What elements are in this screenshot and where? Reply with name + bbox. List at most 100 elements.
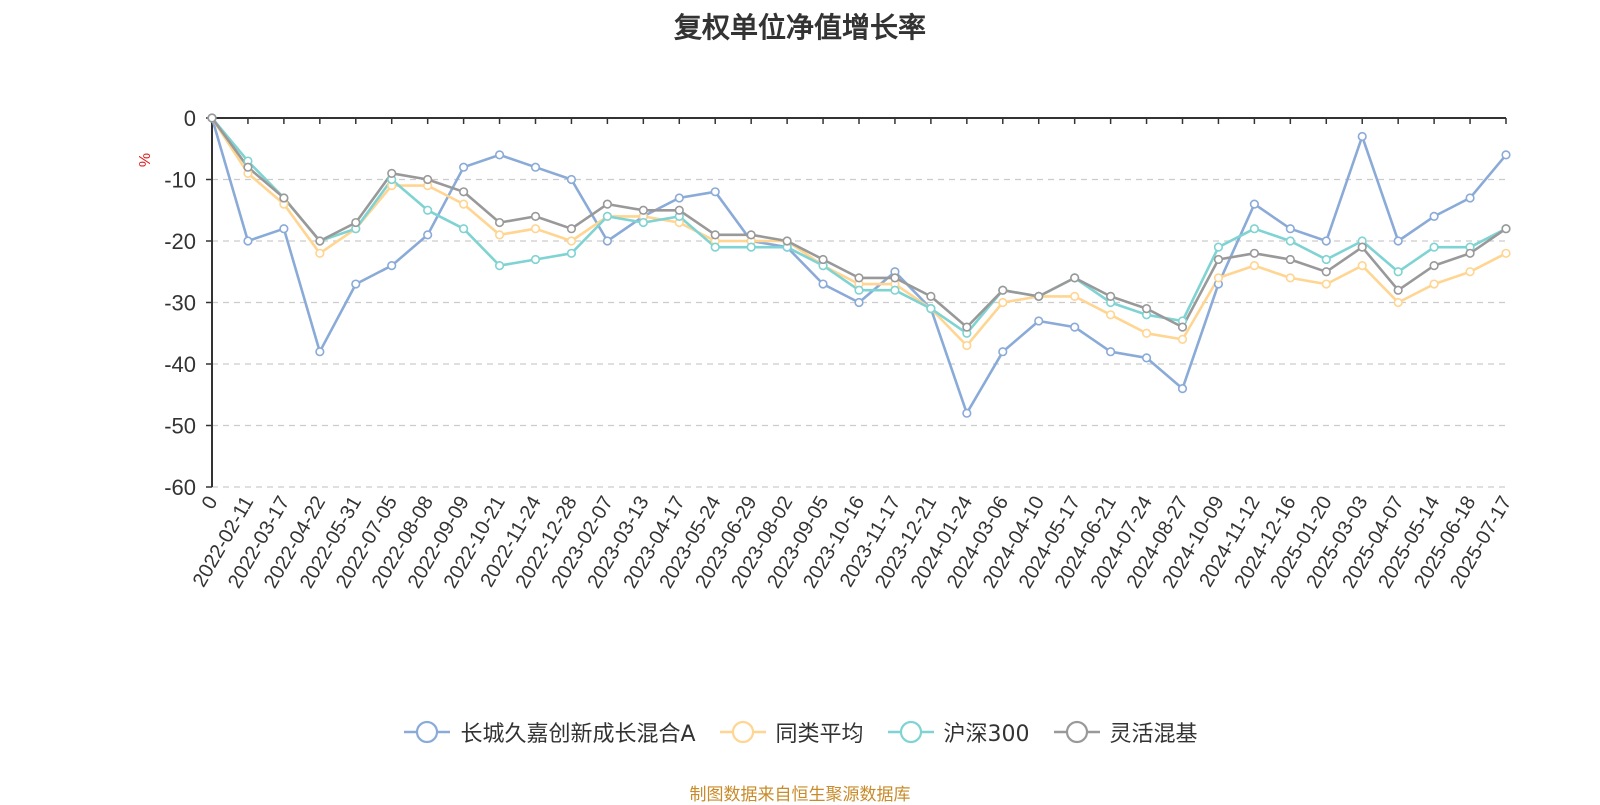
data-point [1106,347,1116,357]
data-point [890,285,900,295]
data-point [1177,322,1188,332]
legend-item[interactable]: 同类平均 [718,716,864,748]
y-tick-label: 0 [184,106,196,131]
data-point [423,230,433,240]
data-point [1429,211,1439,221]
data-point [387,261,397,271]
data-point [1465,193,1475,203]
x-tick-label: 0 [198,493,223,514]
legend-swatch-icon [404,720,451,744]
data-point [1501,150,1511,160]
legend-swatch-icon [719,720,766,744]
data-point [1285,273,1295,283]
data-point [638,205,648,215]
data-point [1249,248,1259,258]
data-point [1429,242,1439,252]
data-point [1285,254,1295,265]
chart-title: 复权单位净值增长率 [673,11,926,44]
data-point [566,224,577,234]
y-tick-label: -50 [164,414,196,439]
data-point [1249,224,1259,234]
data-point [746,230,756,240]
data-source-footer: 制图数据来自恒生聚源数据库 [689,785,911,805]
data-point [638,217,648,228]
data-point [1501,248,1511,258]
data-point [818,279,828,289]
series-line-3 [210,117,1507,329]
data-point [854,285,864,295]
data-point [1070,273,1080,283]
data-point [1393,285,1403,295]
axes [206,117,1507,488]
legend-item[interactable]: 沪深300 [886,716,1030,748]
data-point [998,347,1008,357]
data-point [1141,304,1152,314]
data-point [315,236,325,246]
data-point [1249,199,1259,209]
data-point [1393,267,1403,277]
legend-label: 同类平均 [775,722,864,747]
data-point [459,187,469,197]
data-point [1393,297,1403,308]
data-point [1285,236,1295,246]
data-point [566,236,577,246]
data-point [459,162,469,172]
y-tick-label: -20 [164,229,196,254]
y-tick-label: -10 [164,168,196,193]
data-point [962,408,972,418]
y-tick-label: -30 [164,291,196,316]
data-point [530,211,541,221]
data-point [1429,261,1439,271]
data-point [1106,310,1116,320]
data-point [423,174,433,185]
data-point [1321,236,1331,246]
data-point [926,291,936,301]
data-point [602,236,612,246]
y-tick-label: -60 [164,475,196,500]
legend-swatch-icon [1053,720,1100,744]
data-point [1357,242,1367,252]
data-point [818,254,828,265]
legend-item[interactable]: 长城久嘉创新成长混合A [402,716,696,748]
data-point [890,273,900,283]
data-point [926,304,936,314]
data-point [459,199,469,209]
data-point [1465,248,1475,258]
data-point [279,193,289,203]
legend-item[interactable]: 灵活混基 [1052,716,1198,748]
data-point [207,113,217,123]
data-point [674,193,684,203]
data-point [1429,279,1439,289]
data-point [1106,291,1116,301]
legend-label: 灵活混基 [1109,722,1198,747]
data-point [1321,254,1331,265]
data-point [530,162,541,172]
data-point [1034,291,1044,301]
data-point [1249,261,1259,271]
series-lines [207,113,1511,418]
data-point [854,297,864,308]
legend: 长城久嘉创新成长混合A 同类平均 沪深300 灵活混基 [0,716,1600,748]
data-point [1465,267,1475,277]
data-point [1321,279,1331,289]
data-point [746,242,756,252]
data-point [1321,267,1331,277]
data-point [1141,353,1152,363]
data-point [494,150,505,160]
data-point [1177,334,1188,345]
data-point [1213,273,1224,283]
data-point [387,168,397,178]
data-point [1501,224,1511,234]
data-point [602,199,612,209]
data-point [566,174,577,185]
data-point [1357,131,1367,142]
data-point [710,230,720,240]
data-point [854,273,864,283]
grid-lines [212,178,1506,488]
y-tick-label: -40 [164,352,196,377]
legend-swatch-icon [887,720,934,744]
data-point [1070,322,1080,332]
data-point [962,340,972,351]
data-point [998,297,1008,308]
